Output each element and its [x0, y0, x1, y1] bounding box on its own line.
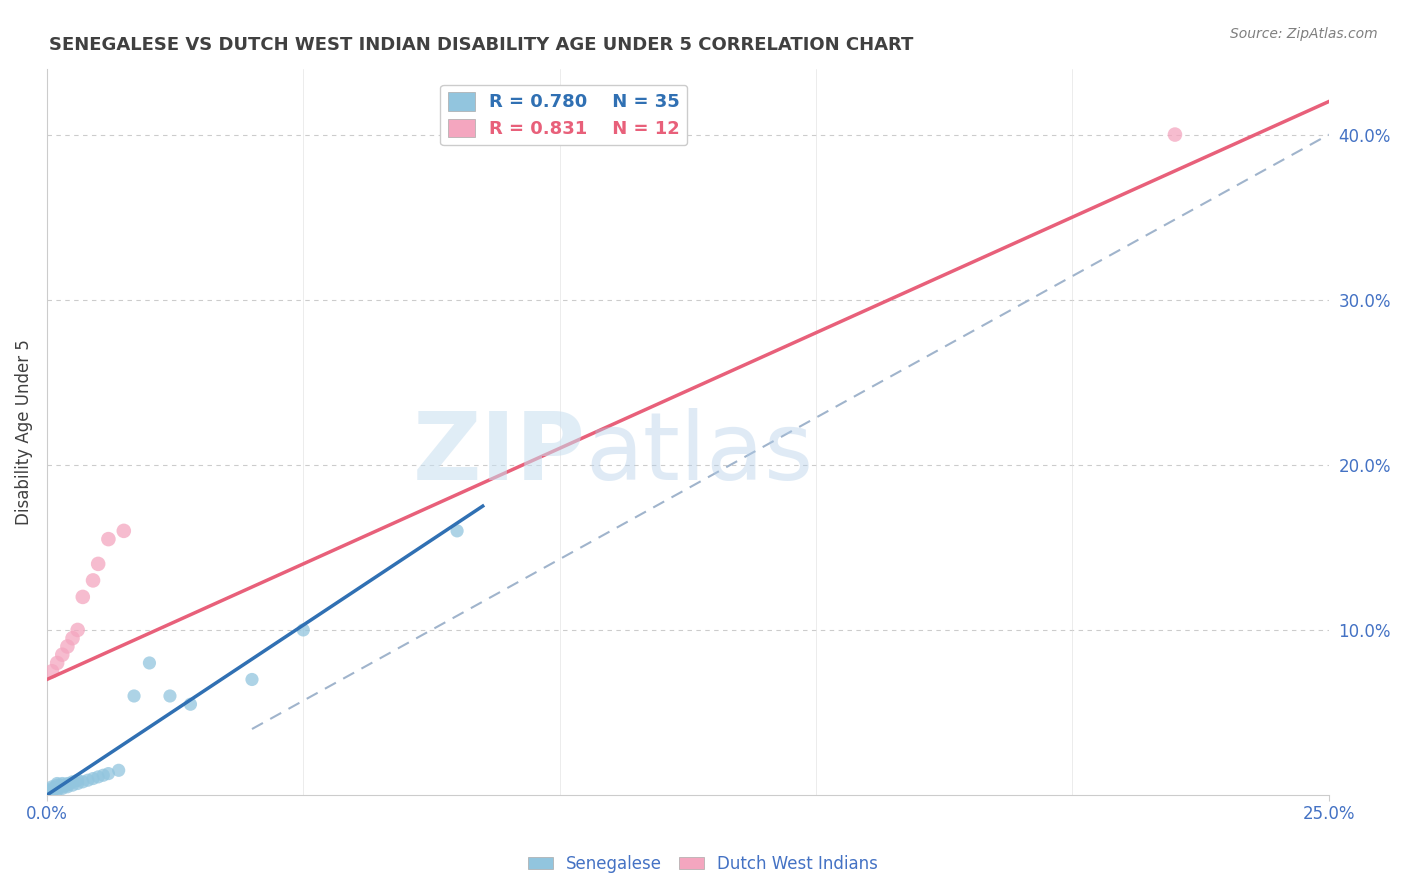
Point — [159, 689, 181, 703]
Point — [41, 780, 63, 794]
Point — [97, 766, 120, 780]
Point — [46, 781, 69, 796]
Point — [82, 574, 104, 588]
Text: atlas: atlas — [585, 408, 814, 500]
Point — [56, 780, 79, 794]
Point — [240, 673, 263, 687]
Legend: Senegalese, Dutch West Indians: Senegalese, Dutch West Indians — [522, 848, 884, 880]
Point — [1164, 128, 1187, 142]
Point — [51, 776, 73, 790]
Point — [41, 664, 63, 678]
Point — [62, 778, 84, 792]
Point — [51, 780, 73, 794]
Y-axis label: Disability Age Under 5: Disability Age Under 5 — [15, 339, 32, 524]
Point — [82, 772, 104, 786]
Point — [91, 768, 114, 782]
Point — [122, 689, 145, 703]
Point — [138, 656, 160, 670]
Point — [107, 764, 129, 778]
Point — [46, 780, 69, 794]
Point — [46, 776, 69, 790]
Point — [46, 783, 69, 797]
Point — [62, 631, 84, 645]
Point — [66, 623, 89, 637]
Text: ZIP: ZIP — [412, 408, 585, 500]
Legend: R = 0.780    N = 35, R = 0.831    N = 12: R = 0.780 N = 35, R = 0.831 N = 12 — [440, 85, 688, 145]
Point — [56, 776, 79, 790]
Point — [41, 783, 63, 797]
Point — [56, 778, 79, 792]
Point — [72, 590, 94, 604]
Point — [66, 776, 89, 790]
Point — [112, 524, 135, 538]
Point — [56, 640, 79, 654]
Point — [179, 698, 201, 712]
Point — [87, 557, 110, 571]
Point — [51, 648, 73, 662]
Text: Source: ZipAtlas.com: Source: ZipAtlas.com — [1230, 27, 1378, 41]
Point — [46, 778, 69, 792]
Point — [51, 778, 73, 792]
Point — [72, 775, 94, 789]
Point — [51, 781, 73, 796]
Point — [41, 783, 63, 797]
Point — [62, 775, 84, 789]
Point — [87, 770, 110, 784]
Text: SENEGALESE VS DUTCH WEST INDIAN DISABILITY AGE UNDER 5 CORRELATION CHART: SENEGALESE VS DUTCH WEST INDIAN DISABILI… — [49, 36, 914, 54]
Point — [66, 773, 89, 788]
Point — [446, 524, 468, 538]
Point — [77, 773, 100, 788]
Point — [46, 656, 69, 670]
Point — [292, 623, 315, 637]
Point — [41, 781, 63, 796]
Point — [97, 532, 120, 546]
Point — [41, 785, 63, 799]
